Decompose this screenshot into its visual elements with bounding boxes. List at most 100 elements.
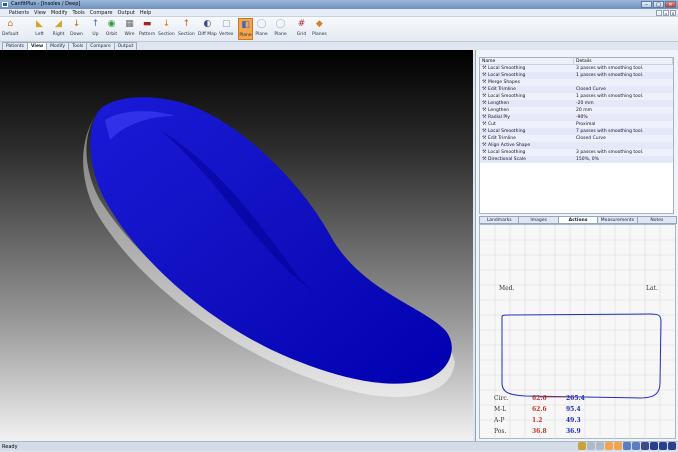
menu-compare[interactable]: Compare (89, 10, 113, 16)
action-details-cell: 3 passes with smoothing tool. (576, 66, 644, 71)
3d-viewport[interactable] (0, 50, 473, 441)
actions-table[interactable]: Name Details ⚒ Local Smoothing 3 passes wi… (479, 57, 674, 214)
status-mode-2-icon[interactable] (614, 442, 622, 450)
toolbar-button-label: Vertex (219, 32, 234, 37)
menu-modify[interactable]: Modify (50, 10, 68, 16)
table-row[interactable]: ⚒ Cut Proximal (480, 121, 673, 128)
toolbar-button-label: Plane (274, 32, 287, 37)
toolbar-button-0[interactable]: ⌂ Default (2, 18, 18, 40)
action-name-cell: ⚒ Local Smoothing (480, 65, 574, 72)
menu-output[interactable]: Output (117, 10, 135, 16)
table-row[interactable]: ⚒ Edit Trimline Closed Curve (480, 86, 673, 93)
menu-help[interactable]: Help (139, 10, 152, 16)
toolbar-button-7[interactable]: ▬ Pattern (139, 18, 155, 40)
toolbar-button-2[interactable]: ◢ Right (52, 18, 65, 40)
toolbar-button-6[interactable]: ▦ Wire (123, 18, 136, 40)
panel-tab-notes[interactable]: Notes (636, 216, 678, 224)
action-name: Align Active Shape (488, 143, 531, 148)
status-pen-icon[interactable] (578, 442, 586, 450)
panel-tab-images[interactable]: Images (518, 216, 559, 224)
menu-patients[interactable]: Patients (9, 10, 30, 16)
table-row[interactable]: ⚒ Lengthen 20 mm (480, 107, 673, 114)
tab-modify[interactable]: Modify (46, 42, 70, 50)
table-row[interactable]: ⚒ Merge Shapes (480, 79, 673, 86)
wrench-icon: ⚒ (482, 79, 487, 85)
lateral-label: Lat. (646, 285, 658, 292)
toolbar-button-label: Up (92, 32, 99, 37)
toolbar-button-3[interactable]: ↓ Down (70, 18, 83, 40)
menu-view[interactable]: View (34, 10, 46, 16)
table-row[interactable]: ⚒ Align Active Shape (480, 142, 673, 149)
toolbar-button-11[interactable]: ▢ Vertex (219, 18, 233, 40)
column-header-details[interactable]: Details (574, 58, 673, 64)
toolbar-button-8[interactable]: ↓ Section (158, 18, 175, 40)
action-name: Local Smoothing (488, 66, 526, 71)
left-view-icon: ◣ (36, 19, 43, 29)
wrench-icon: ⚒ (482, 128, 487, 134)
wrench-icon: ⚒ (482, 86, 487, 92)
table-row[interactable]: ⚒ Lengthen -20 mm (480, 100, 673, 107)
mdi-restore-icon[interactable]: ▫ (663, 10, 669, 16)
tab-compare[interactable]: Compare (86, 42, 115, 50)
status-view-2-icon[interactable] (632, 442, 640, 450)
tab-patients[interactable]: Patients (2, 42, 29, 50)
mdi-minimize-icon[interactable]: - (656, 10, 662, 16)
toolbar-button-10[interactable]: ◐ Diff Map (198, 18, 217, 40)
table-row[interactable]: ⚒ Radial Ply -90% (480, 114, 673, 121)
close-icon[interactable]: ✕ (665, 1, 676, 8)
menu-tools[interactable]: Tools (72, 10, 85, 16)
action-name-cell: ⚒ Local Smoothing (480, 149, 574, 156)
minimize-icon[interactable]: – (641, 1, 652, 8)
table-row[interactable]: ⚒ Directional Scale 150%, 0% (480, 156, 673, 163)
table-row[interactable]: ⚒ Local Smoothing 3 passes with smoothing … (480, 149, 673, 156)
toolbar-button-15[interactable]: # Grid (295, 18, 308, 40)
toolbar-button-13[interactable]: ◯ Plane (255, 18, 268, 40)
maximize-icon[interactable]: □ (653, 1, 664, 8)
panel-tab-landmarks[interactable]: Landmarks (479, 216, 520, 224)
action-details-cell: Closed Curve (576, 87, 606, 92)
table-row[interactable]: ⚒ Local Smoothing 1 passes with smoothing … (480, 93, 673, 100)
tab-output[interactable]: Output (113, 42, 138, 50)
status-view-4-icon[interactable] (650, 442, 658, 450)
status-mode-1-icon[interactable] (605, 442, 613, 450)
right-view-icon: ◢ (55, 19, 62, 29)
toolbar-button-4[interactable]: ↑ Up (89, 18, 102, 40)
toolbar-button-5[interactable]: ◉ Orbit (105, 18, 118, 40)
panel-tab-measurements[interactable]: Measurements (597, 216, 638, 224)
table-row[interactable]: ⚒ Local Smoothing 1 passes with smoothing … (480, 72, 673, 79)
tab-tools[interactable]: Tools (68, 42, 88, 50)
right-panel: Name Details ⚒ Local Smoothing 3 passes wi… (475, 50, 678, 441)
toolbar-button-12[interactable]: ◧ Plane (238, 18, 253, 40)
toolbar-button-9[interactable]: ↑ Section (178, 18, 195, 40)
plane2-icon: ◯ (256, 19, 267, 29)
status-undo-icon[interactable] (587, 442, 595, 450)
status-view-5-icon[interactable] (659, 442, 667, 450)
window-controls: – □ ✕ (641, 1, 676, 8)
toolbar-button-16[interactable]: ◆ Planes (312, 18, 327, 40)
action-details-cell: 150%, 0% (576, 157, 599, 162)
table-row[interactable]: ⚒ Local Smoothing 3 passes with smoothing … (480, 65, 673, 72)
action-details-cell (574, 142, 673, 149)
status-redo-icon[interactable] (596, 442, 604, 450)
mdi-close-icon[interactable]: x (670, 10, 676, 16)
table-row[interactable]: ⚒ Edit Trimline Closed Curve (480, 135, 673, 142)
tab-view[interactable]: View (27, 42, 48, 50)
table-row[interactable]: ⚒ Local Smoothing 7 passes with smoothing … (480, 128, 673, 135)
toolbar-button-label: Orbit (105, 32, 118, 37)
action-name: Lengthen (488, 108, 510, 113)
action-details-cell (574, 79, 673, 86)
toolbar-button-14[interactable]: ◯ Plane (274, 18, 287, 40)
status-view-1-icon[interactable] (623, 442, 631, 450)
cross-section-graph[interactable]: Med. Lat. Circ. 62.6 265.4 M-L 62.6 95.4 A-P 1.… (479, 224, 677, 440)
status-view-3-icon[interactable] (641, 442, 649, 450)
measurement-blue-value: 36.9 (566, 428, 581, 435)
insole-model[interactable] (0, 50, 473, 441)
column-header-name[interactable]: Name (480, 58, 575, 64)
window-title: CanfitPlus - [Insoles / Deep] (11, 1, 81, 7)
toolbar-button-label: Default (2, 32, 19, 37)
panel-tab-actions[interactable]: Actions (557, 216, 599, 224)
cross-section-curve (501, 313, 662, 399)
status-view-6-icon[interactable] (668, 442, 676, 450)
status-icons (578, 441, 676, 451)
toolbar-button-1[interactable]: ◣ Left (33, 18, 46, 40)
